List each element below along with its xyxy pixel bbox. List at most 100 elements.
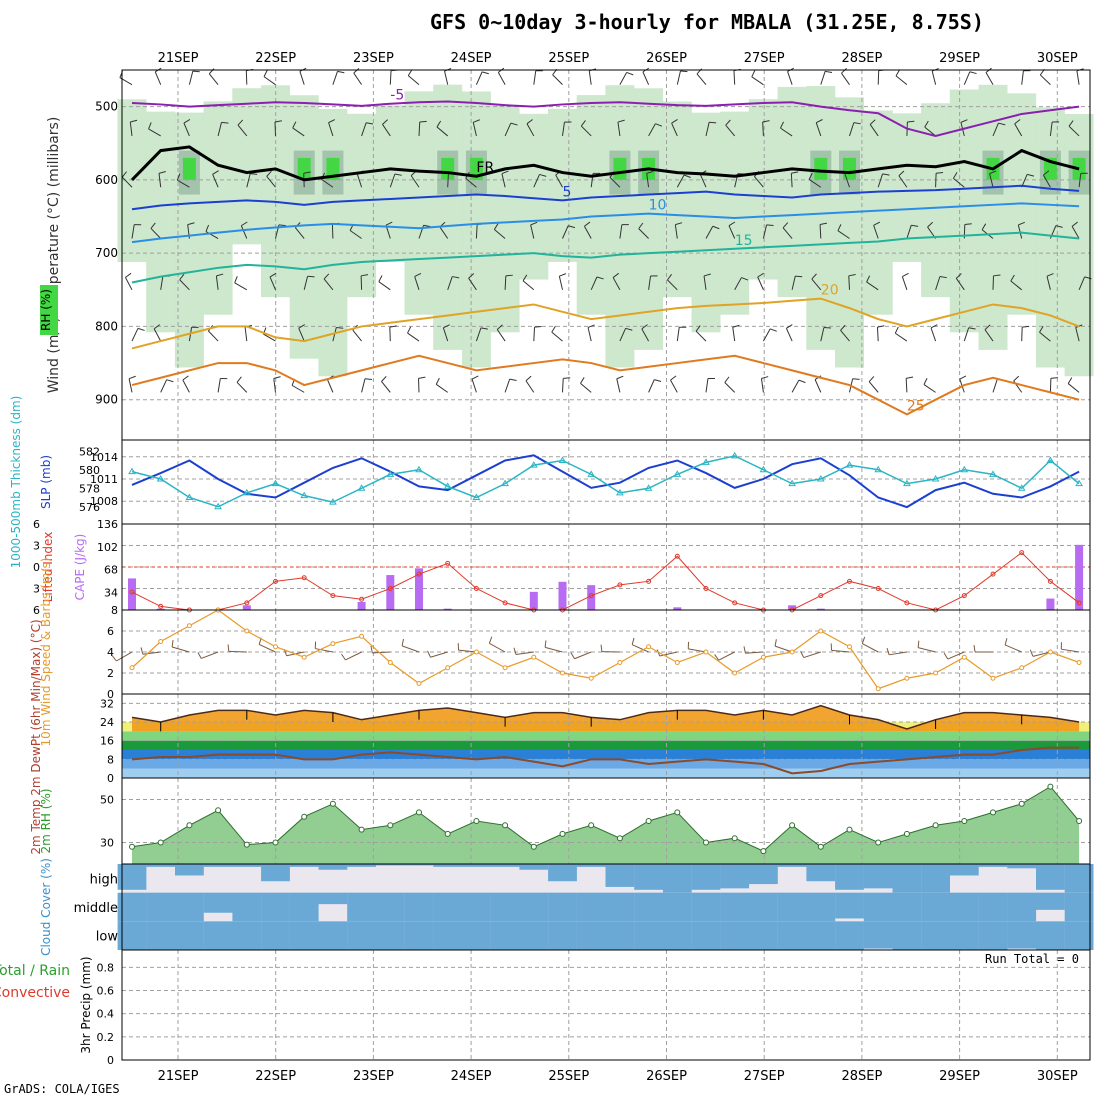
temp-ylabel: 2m Temp 2m DewPt (6hr Min/Max) (°C)	[29, 619, 43, 854]
wind-barb	[648, 275, 652, 290]
day-label-bottom: 24SEP	[451, 1069, 492, 1084]
wind10m-barb	[1032, 651, 1051, 657]
wind-barb-flag	[298, 324, 305, 329]
thickness-ylabel: 1000-500mb Thickness (dm)	[9, 396, 23, 569]
wind-barb	[217, 122, 222, 137]
wind-barb-flag	[786, 324, 793, 329]
rh2m-tick: 30	[100, 837, 114, 850]
precip-frame	[121, 949, 1091, 1061]
isotherm-label: 5	[563, 184, 572, 200]
wind-barb-flag	[250, 173, 258, 175]
wind-barb-flag	[509, 378, 517, 381]
thickness-point	[214, 502, 222, 510]
rh2m-point	[358, 826, 365, 833]
cape-bar	[529, 591, 538, 610]
wind-barb-flag	[761, 376, 769, 379]
wind-barb-flag	[381, 376, 387, 382]
wind-barb	[497, 72, 506, 85]
thickness-tick: 580	[79, 464, 100, 477]
cloud-cell	[404, 892, 434, 922]
wind-barb	[1017, 224, 1023, 239]
wind-barb	[475, 224, 478, 239]
cloud-level-label: low	[96, 930, 119, 945]
wind-barb-flag	[407, 326, 412, 334]
wind-barb-flag	[121, 171, 127, 178]
day-label-bottom: 29SEP	[939, 1069, 980, 1084]
wind10m-barb	[515, 651, 534, 656]
wind-barb-flag	[364, 378, 373, 380]
rh2m-point	[530, 843, 537, 850]
thickness-point	[960, 465, 969, 473]
wind10m-barb	[1061, 648, 1080, 653]
cloud-cell	[203, 921, 233, 950]
wind-barb	[931, 70, 937, 85]
day-label-top: 21SEP	[158, 51, 199, 66]
thickness-tick: 578	[79, 482, 100, 495]
wind-barb	[724, 382, 736, 393]
wind-barb	[562, 225, 569, 239]
wind-barb	[616, 378, 621, 393]
wind10m-barb	[315, 648, 333, 653]
wind-barb	[791, 276, 796, 290]
wind-barb-flag	[655, 123, 663, 127]
run-total-label: Run Total = 0	[985, 952, 1079, 966]
rh2m-point	[932, 822, 939, 829]
wind-barb	[352, 329, 362, 342]
wind-barb	[562, 122, 565, 137]
wind-barb	[444, 70, 449, 85]
wind-barb-flag	[703, 273, 711, 277]
wind10m-barb	[718, 651, 735, 661]
wind-barb-flag	[353, 67, 360, 74]
wind-speed-point	[646, 644, 652, 650]
wind-barb-flag	[895, 69, 901, 77]
wind-barb-flag	[407, 69, 413, 76]
day-label-bottom: 27SEP	[744, 1069, 785, 1084]
wind-barb-flag	[646, 170, 654, 174]
wind-barb	[121, 176, 133, 188]
wind-barb-flag	[766, 224, 774, 226]
thickness-point	[874, 465, 883, 473]
cloud-cell	[347, 892, 376, 922]
wind-barb-flag	[853, 122, 861, 125]
wind-barb	[353, 72, 363, 85]
wind-barb-flag	[923, 378, 928, 385]
li-tick: 3	[33, 540, 40, 553]
cloud-cell	[863, 892, 893, 922]
wind-barb	[844, 173, 850, 188]
wind10m-barb	[228, 650, 247, 653]
wind-tick: 6	[107, 625, 114, 638]
thickness-point	[587, 470, 596, 477]
wind-barb-flag	[530, 221, 538, 226]
cloud-cell	[662, 921, 692, 950]
wind-barb	[787, 71, 793, 85]
wind-barb	[898, 175, 908, 188]
wind10m-barb	[458, 649, 477, 653]
temp-tick: 16	[100, 735, 114, 748]
rh-band	[863, 110, 893, 315]
wind10m-barb	[688, 648, 707, 653]
wind-speed-point	[158, 639, 164, 644]
cape-bar	[1046, 598, 1055, 610]
cloud-cell	[576, 921, 606, 950]
wind-barb-flag	[584, 221, 591, 227]
wind-barb-flag	[563, 377, 571, 379]
lifted-index-point	[904, 600, 910, 606]
wind-barb	[955, 278, 965, 291]
wind-barb	[1078, 173, 1082, 188]
cloud-cell	[375, 892, 405, 922]
wind-barb-flag	[873, 221, 881, 226]
rh2m-point	[215, 807, 222, 814]
temp-band	[122, 768, 1090, 778]
wind-barb-flag	[596, 276, 604, 280]
wind-barb	[551, 331, 563, 342]
lifted-index-point	[129, 589, 135, 595]
wind-barb	[208, 73, 219, 85]
cloud-cell	[749, 864, 778, 885]
wind-barb	[923, 384, 936, 393]
cloud-cell	[175, 864, 204, 876]
wind-barb-flag	[525, 375, 532, 382]
wind-barb	[361, 378, 366, 393]
day-label-bottom: 26SEP	[646, 1069, 687, 1084]
cloud-cell	[318, 892, 348, 905]
wind-speed-point	[933, 670, 939, 676]
